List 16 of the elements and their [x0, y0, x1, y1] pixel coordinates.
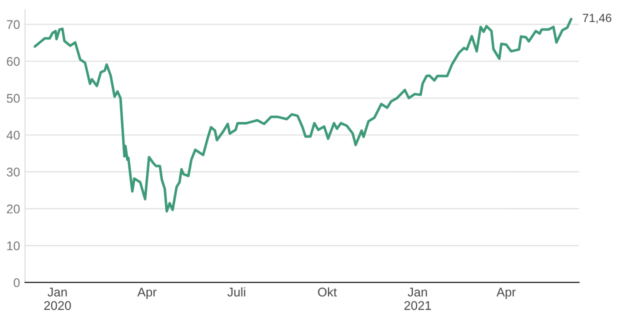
annotation: 71,46: [582, 14, 612, 24]
y-tick-label: 60: [6, 57, 20, 66]
y-tick-label: 20: [6, 204, 20, 214]
y-tick-label: 10: [7, 241, 20, 250]
line-series: [34, 18, 572, 213]
x-tick-label: Juli: [227, 287, 246, 297]
x-tick-label: Apr: [496, 288, 516, 299]
y-tick-label: 50: [6, 94, 20, 103]
y-tick-label: 40: [6, 130, 20, 140]
y-tick-label: 30: [6, 168, 20, 177]
x-tick-label: Apr: [137, 288, 157, 299]
x-tick-label: Okt: [318, 287, 337, 297]
y-tick-label: 0: [14, 278, 20, 288]
x-tick-label: Jan 2021: [404, 288, 431, 310]
y-tick-label: 70: [6, 20, 20, 30]
x-tick-label: Jan 2020: [44, 288, 71, 310]
